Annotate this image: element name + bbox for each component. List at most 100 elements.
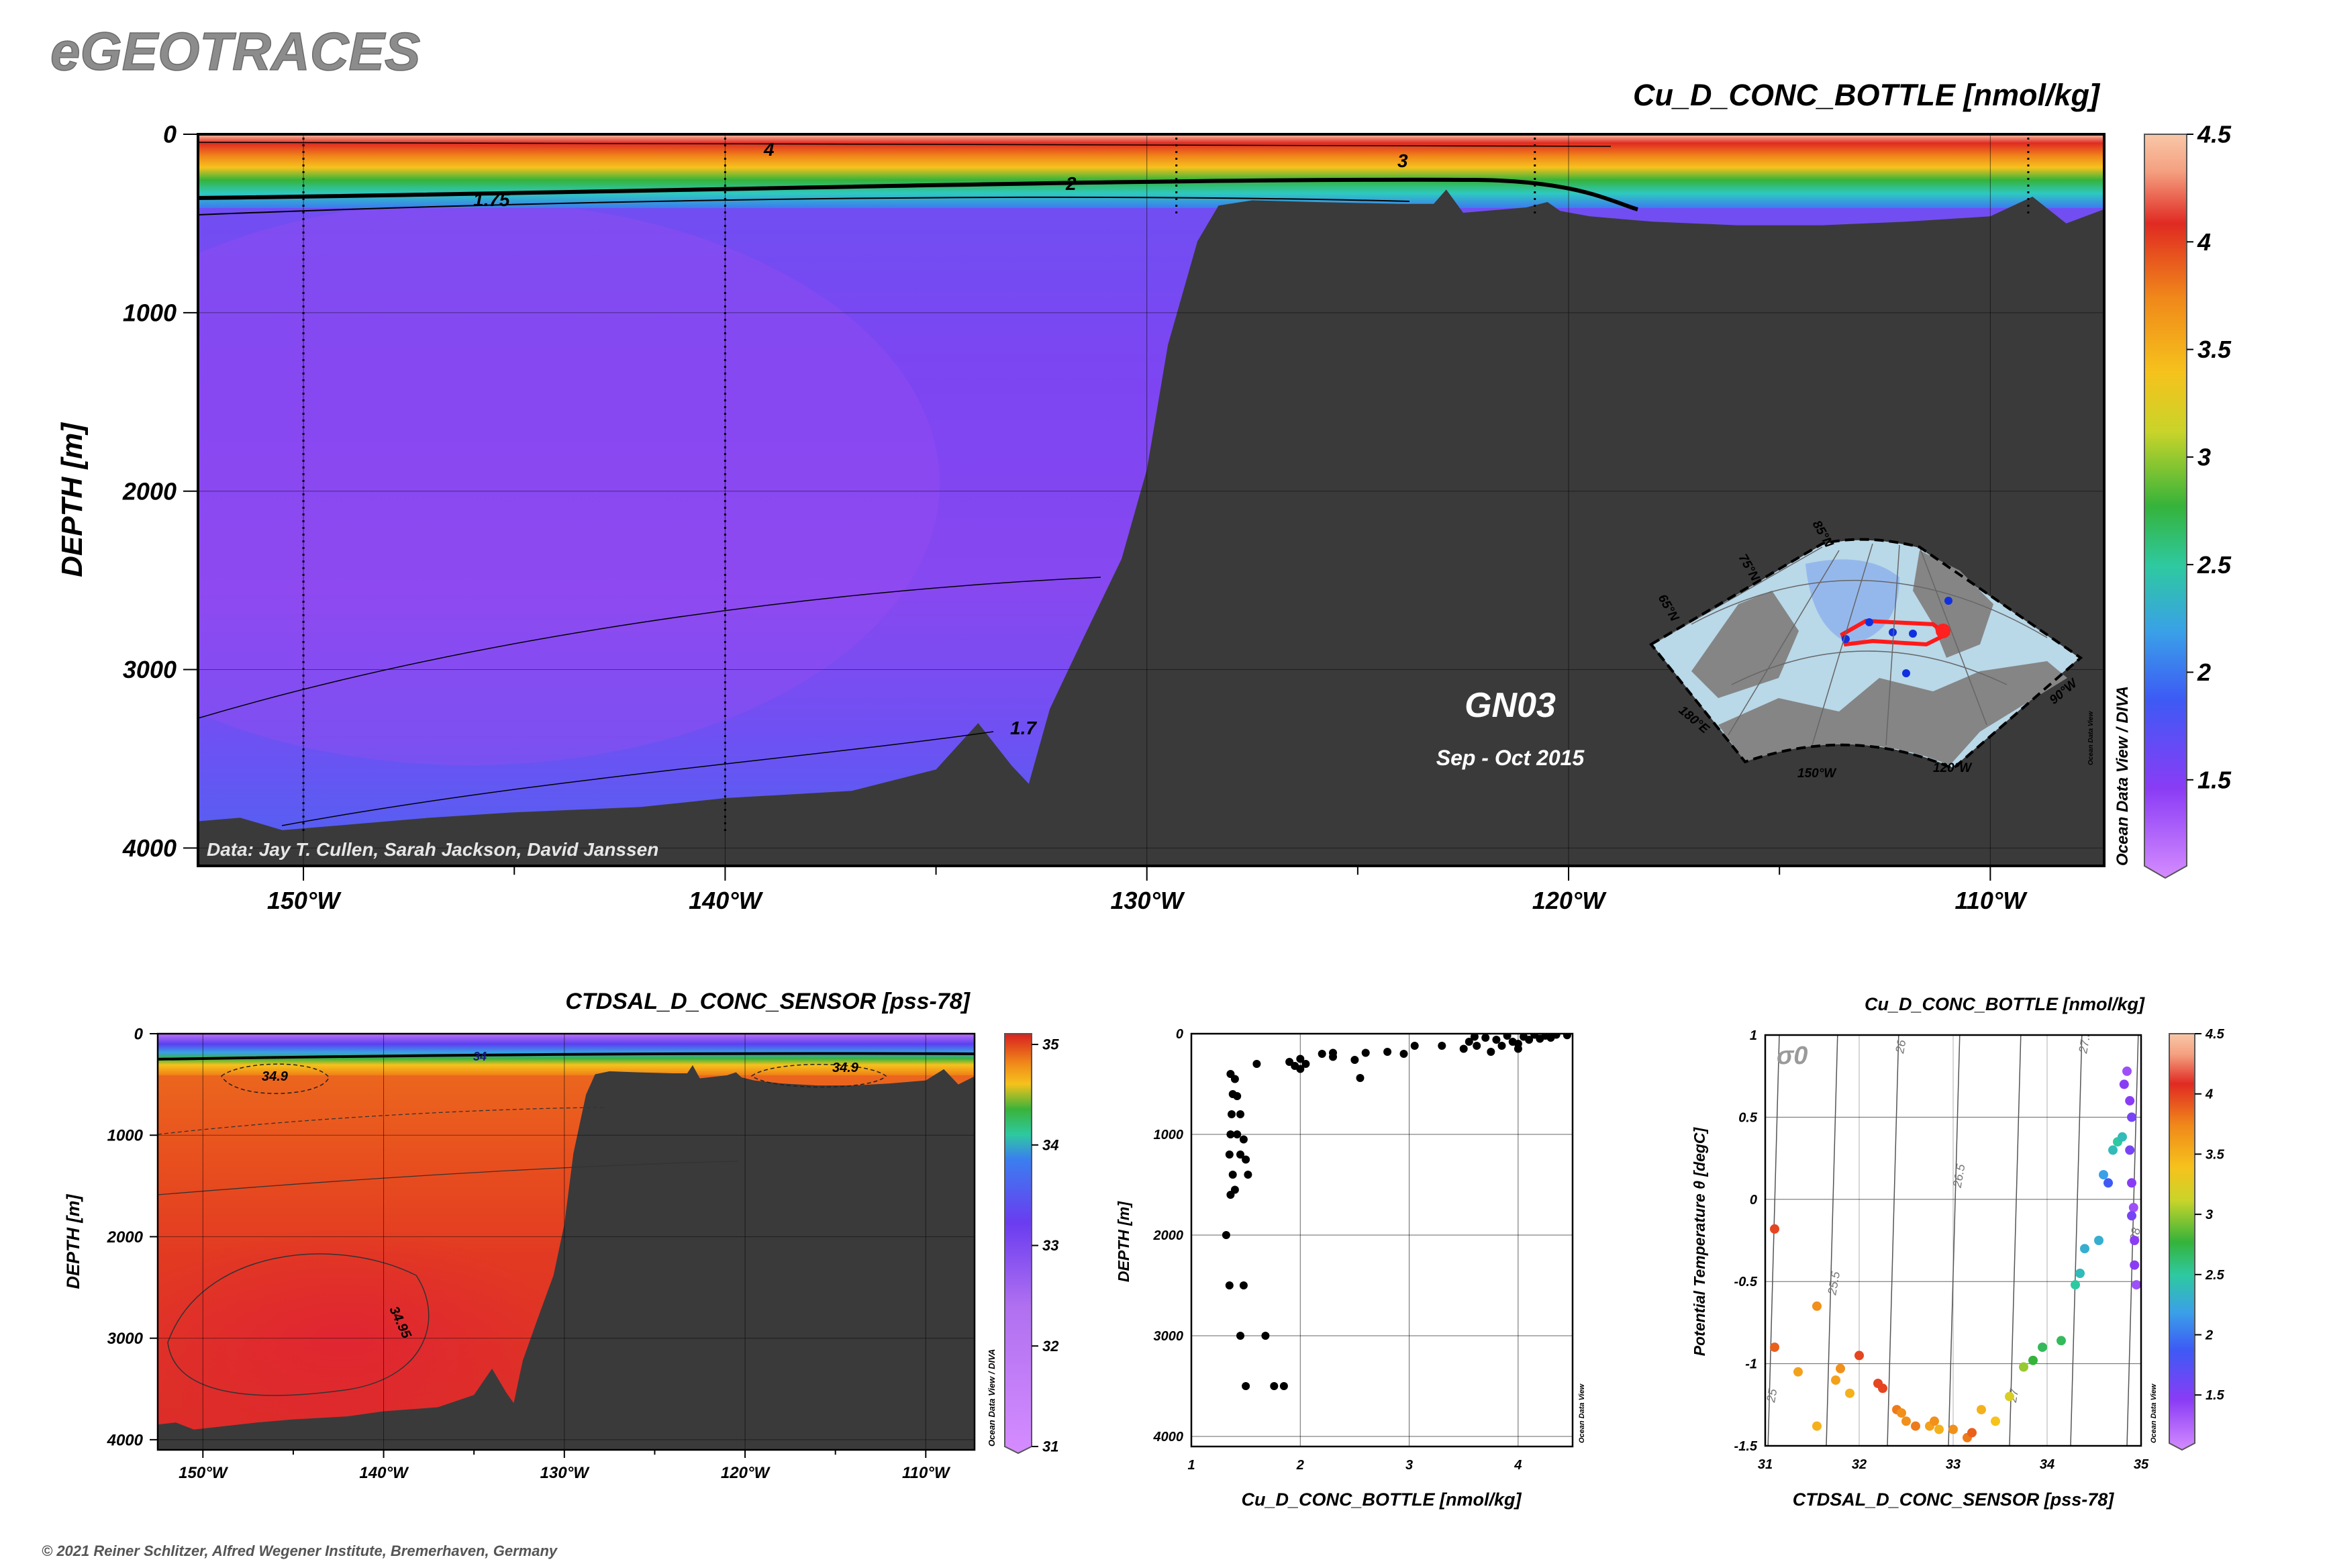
profile-point: [1228, 1171, 1237, 1179]
ts-watermark: Ocean Data View: [2150, 1383, 2158, 1443]
ts-point: [2132, 1280, 2141, 1290]
section-label: GN03: [1465, 686, 1556, 725]
profile-point: [1242, 1382, 1250, 1390]
map-watermark: Ocean Data View: [2087, 711, 2095, 765]
contour-label-1.75: 1.75: [473, 189, 510, 210]
sal-colorbar-ticks: 31 32 33 34 35: [1032, 1036, 1059, 1455]
ts-point: [1812, 1421, 1822, 1431]
ts-point: [1878, 1383, 1887, 1393]
ts-point: [1770, 1224, 1779, 1234]
ts-y-axis: -1.5 -1 -0.5 0 0.5 1: [1734, 1028, 1758, 1454]
profile-point: [1497, 1042, 1506, 1050]
colorbar-tick-label: 2.5: [2205, 1268, 2225, 1283]
ts-point: [1977, 1405, 1986, 1415]
profile-point: [1459, 1044, 1468, 1053]
x-tick-label: 120°W: [721, 1464, 771, 1482]
isopycnal-label: 25: [1764, 1387, 1780, 1404]
profile-point: [1356, 1074, 1365, 1082]
sal-contour-34.95: [167, 1253, 430, 1396]
y-tick-label: 1000: [107, 1127, 144, 1145]
x-tick-label: 31: [1758, 1457, 1773, 1472]
sal-contour-label-34: 34: [473, 1050, 487, 1063]
main-section-plot: 4 3 2 1.75 1.7 150°W 140°W 130°W 120°W 110°W…: [56, 121, 2232, 914]
station-dot: [1902, 669, 1910, 677]
colorbar-tick-label: 1.5: [2206, 1388, 2225, 1403]
isopycnal-line: [1948, 1035, 1961, 1446]
station-dot: [1889, 628, 1897, 636]
x-tick-label: 2: [1296, 1458, 1304, 1473]
ts-point: [1831, 1375, 1840, 1385]
main-contour-2: [198, 177, 1638, 211]
ts-point: [1934, 1424, 1944, 1434]
profile-point: [1514, 1040, 1522, 1048]
profile-point: [1438, 1042, 1446, 1050]
ts-point: [1897, 1408, 1906, 1418]
colorbar-tick-label: 34: [1042, 1136, 1058, 1153]
section-date: Sep - Oct 2015: [1436, 746, 1585, 770]
x-tick-label: 140°W: [689, 887, 763, 914]
y-tick-label: 3000: [107, 1330, 144, 1348]
colorbar-tick-label: 35: [1042, 1036, 1059, 1053]
ts-diagram: Cu_D_CONC_BOTTLE [nmol/kg] 25 25.5 26 26.5 2…: [1691, 994, 2225, 1510]
salinity-section-plot: CTDSAL_D_CONC_SENSOR [pss-78] 34 34.9 34…: [63, 989, 1059, 1482]
ts-point: [2005, 1391, 2014, 1402]
profile-point: [1222, 1231, 1230, 1239]
salinity-title: CTDSAL_D_CONC_SENSOR [pss-78]: [565, 989, 971, 1014]
sal-x-axis: 150°W 140°W 130°W 120°W 110°W: [179, 1450, 951, 1482]
x-tick-label: 32: [1852, 1457, 1867, 1472]
main-contour-1.7-deep: [198, 577, 1101, 719]
y-tick-label: 2000: [107, 1228, 144, 1246]
ts-point: [2125, 1145, 2135, 1155]
x-tick-label: 150°W: [267, 887, 342, 914]
isopycnal-line: [1826, 1035, 1838, 1446]
x-tick-label: 120°W: [1532, 887, 1607, 914]
profile-x-axis: 1 2 3 4: [1187, 1458, 1522, 1473]
sal-contour-deep-b: [158, 1107, 605, 1135]
contour-label-4: 4: [763, 139, 775, 160]
station-markers: [302, 138, 2030, 832]
x-tick-label: 130°W: [1110, 887, 1185, 914]
profile-point: [1552, 1034, 1561, 1039]
colorbar-tick-label: 4: [2205, 1087, 2213, 1102]
colorbar-tick-label: 3.5: [2206, 1147, 2225, 1162]
ts-point: [1854, 1351, 1864, 1361]
x-tick-label: 33: [1946, 1457, 1961, 1472]
y-tick-label: 0: [163, 121, 177, 148]
profile-point: [1383, 1048, 1392, 1056]
profile-point: [1525, 1036, 1534, 1044]
profile-point: [1473, 1042, 1481, 1050]
y-tick-label: 1000: [123, 299, 177, 326]
ts-point: [2019, 1362, 2028, 1372]
y-tick-label: 4000: [1153, 1430, 1184, 1444]
x-tick-label: 130°W: [540, 1464, 591, 1482]
y-tick-label: 0: [1750, 1193, 1757, 1208]
ts-point: [2127, 1178, 2136, 1188]
profile-point: [1226, 1191, 1235, 1199]
x-tick-label: 1: [1187, 1458, 1195, 1473]
isopycnal-label: 27.5: [2076, 1028, 2093, 1055]
isopycnal-line: [2009, 1035, 2022, 1446]
profile-point: [1481, 1034, 1490, 1042]
y-tick-label: 0.5: [1738, 1110, 1758, 1125]
profile-point: [1296, 1065, 1305, 1073]
sal-y-axis: 0 1000 2000 3000 4000: [107, 1025, 158, 1449]
colorbar-tick-label: 3: [2197, 443, 2211, 471]
y-tick-label: 4000: [107, 1431, 144, 1449]
sal-y-label: DEPTH [m]: [63, 1193, 83, 1289]
isopycnal-label: 26.5: [1950, 1163, 1968, 1189]
profile-frame: [1190, 1032, 1574, 1448]
x-tick-label: 110°W: [1954, 887, 2028, 914]
profile-point: [1225, 1150, 1234, 1159]
ts-title: Cu_D_CONC_BOTTLE [nmol/kg]: [1865, 994, 2145, 1014]
sal-contour-deep-a: [158, 1161, 739, 1195]
ts-point: [2122, 1066, 2132, 1076]
sal-deep-core: [158, 1228, 564, 1443]
ts-point: [2038, 1342, 2047, 1353]
profile-point: [1239, 1281, 1248, 1289]
colorbar-tick-label: 2: [2197, 658, 2211, 686]
main-deep-highlight: [198, 201, 940, 765]
sal-frame: [156, 1032, 976, 1451]
colorbar-tick-label: 33: [1042, 1237, 1058, 1254]
ts-point: [2119, 1079, 2129, 1089]
